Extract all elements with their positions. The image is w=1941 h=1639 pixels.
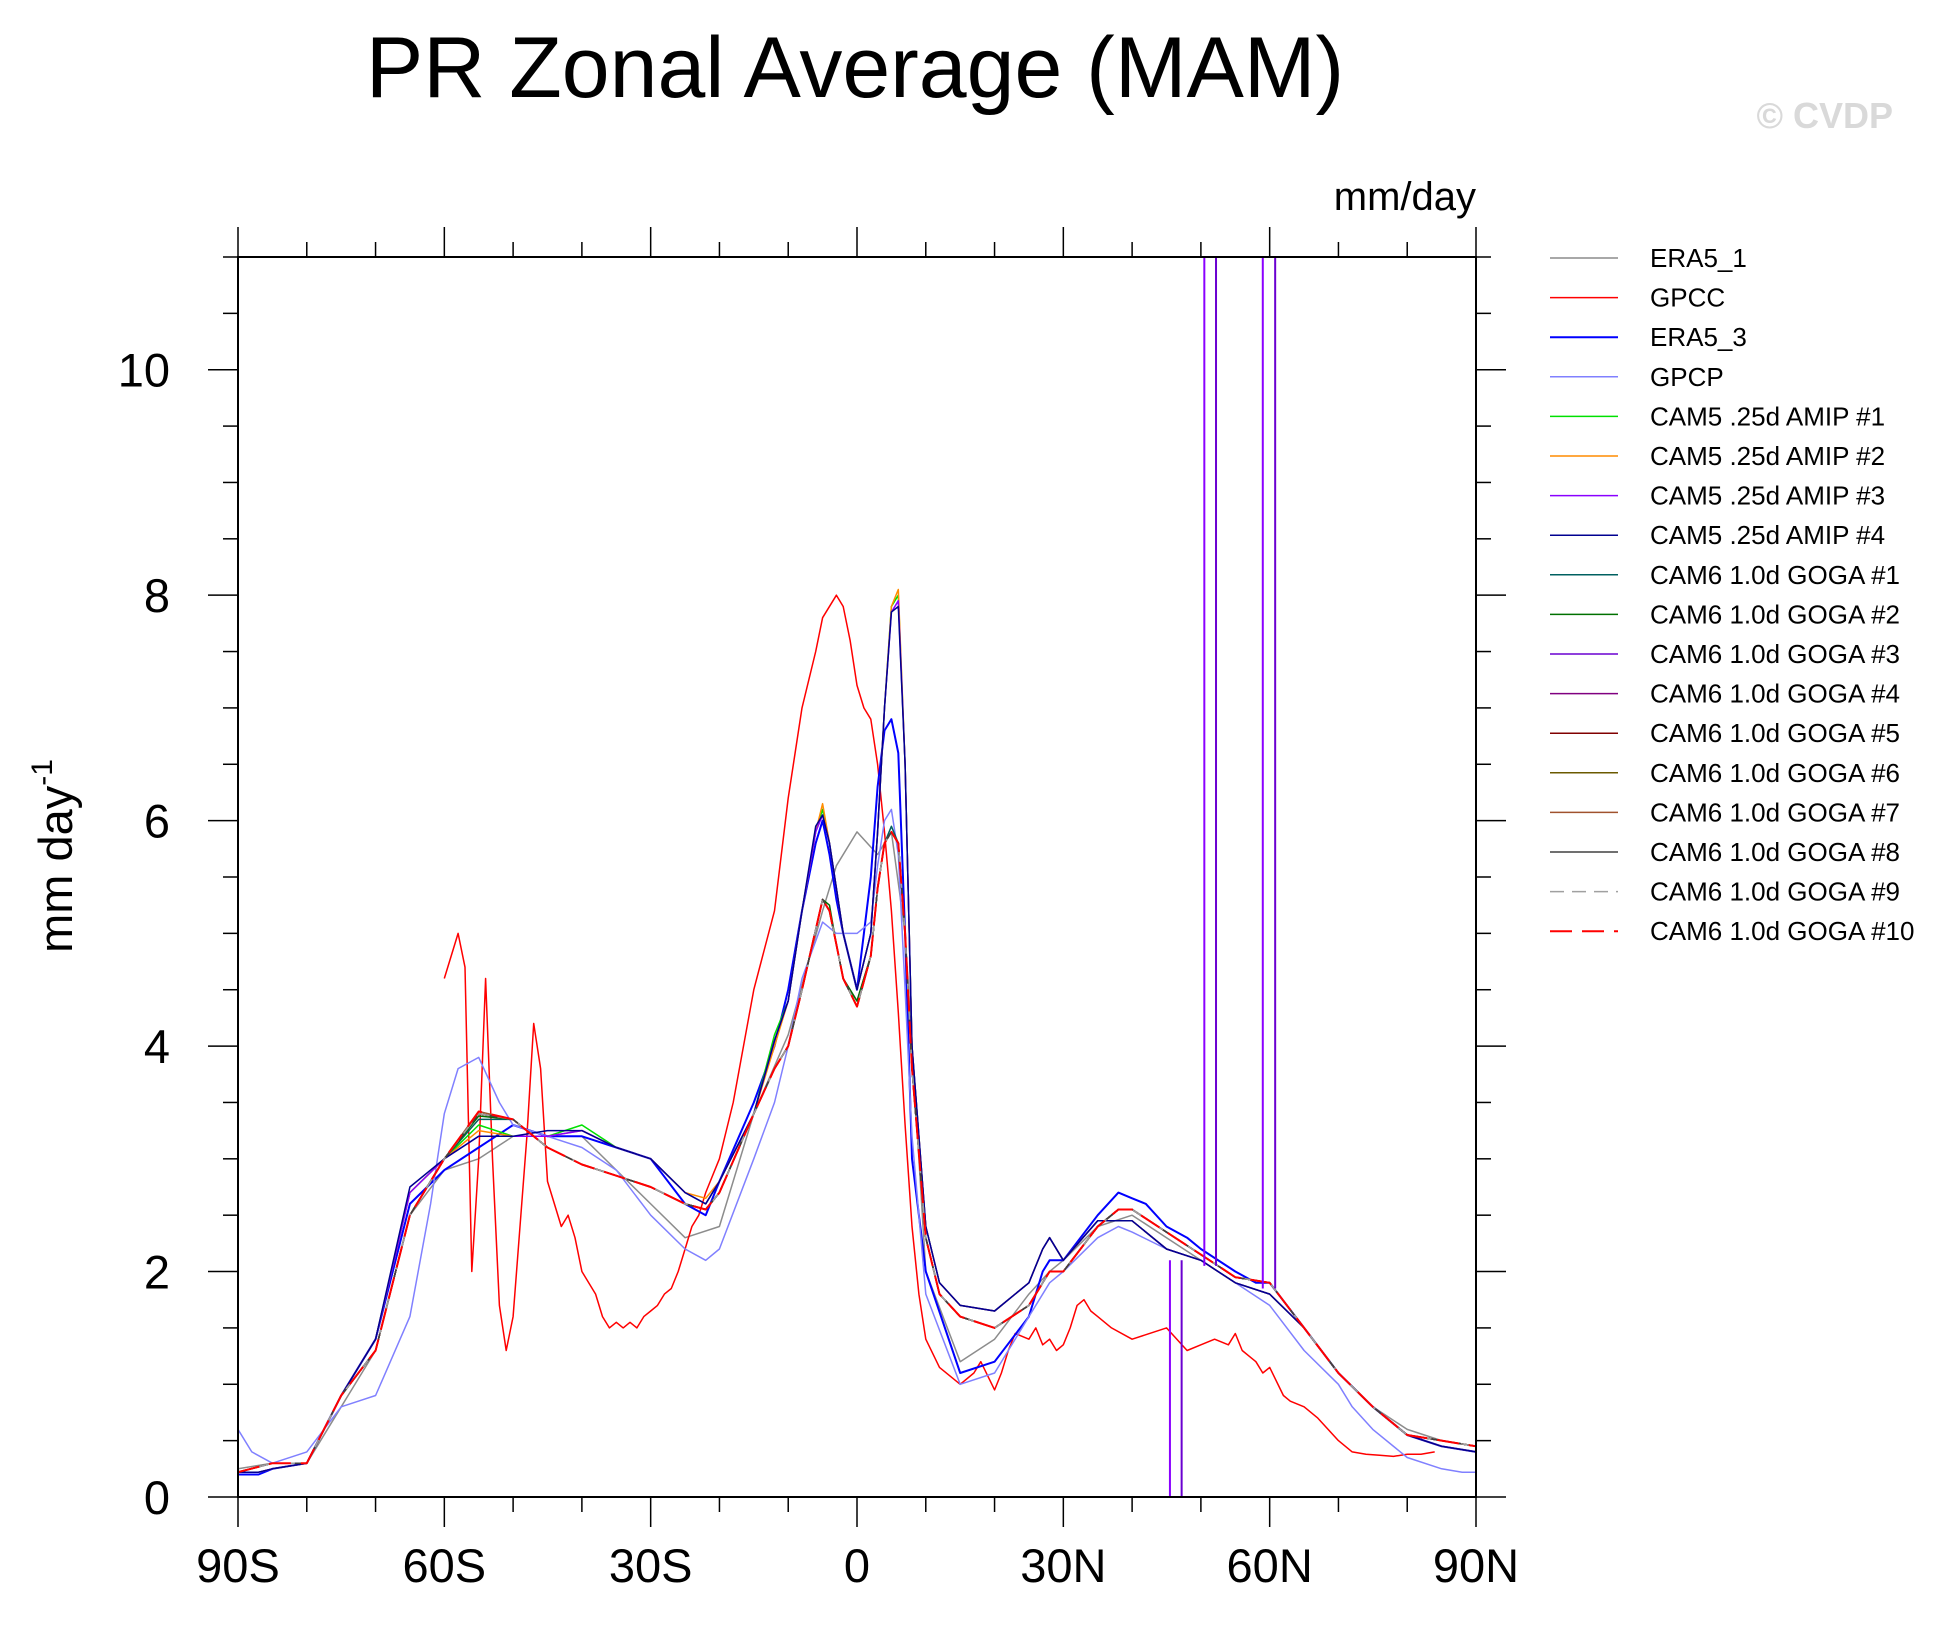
legend-label: CAM6 1.0d GOGA #4	[1650, 679, 1900, 709]
x-tick-label: 60S	[403, 1539, 487, 1592]
x-tick-label: 30S	[609, 1539, 693, 1592]
y-tick-label: 4	[144, 1020, 170, 1073]
plot-area	[238, 257, 1476, 1497]
legend-item: CAM6 1.0d GOGA #3	[1550, 639, 1900, 669]
axis-ticks: 90S 60S 30S 0 30N 60N 90N 0 2 4 6 8 10	[118, 227, 1519, 1592]
legend-label: CAM6 1.0d GOGA #3	[1650, 639, 1900, 669]
y-tick-label: 2	[144, 1246, 170, 1299]
y-tick-label: 8	[144, 569, 170, 622]
legend-item: CAM6 1.0d GOGA #5	[1550, 718, 1900, 748]
series-line-18	[238, 830, 1476, 1474]
legend-label: GPCP	[1650, 362, 1724, 392]
legend-item: CAM6 1.0d GOGA #10	[1550, 916, 1914, 946]
legend-label: CAM5 .25d AMIP #2	[1650, 441, 1885, 471]
legend-item: CAM5 .25d AMIP #2	[1550, 441, 1885, 471]
series-line-6	[238, 588, 1476, 1473]
y-axis-label: mm day-1	[26, 759, 82, 953]
series-line-4	[238, 808, 1476, 1473]
legend-item: CAM6 1.0d GOGA #6	[1550, 758, 1900, 788]
series-line-15	[238, 831, 1476, 1473]
units-label: mm/day	[1334, 175, 1476, 219]
legend-item: CAM6 1.0d GOGA #1	[1550, 560, 1900, 590]
series-line-8	[238, 605, 1476, 1473]
legend-item: CAM6 1.0d GOGA #8	[1550, 837, 1900, 867]
legend-item: CAM5 .25d AMIP #4	[1550, 520, 1885, 550]
x-tick-label: 30N	[1020, 1539, 1106, 1592]
legend-item: GPCC	[1550, 283, 1725, 313]
watermark: © CVDP	[1756, 95, 1893, 136]
y-axis-label-exponent: -1	[26, 759, 59, 786]
y-tick-label: 0	[144, 1471, 170, 1524]
series-line-9	[238, 825, 1476, 1473]
legend-label: ERA5_3	[1650, 322, 1747, 352]
series-line-5	[238, 594, 1476, 1473]
legend-item: CAM6 1.0d GOGA #7	[1550, 797, 1900, 827]
legend-label: CAM5 .25d AMIP #1	[1650, 401, 1885, 431]
legend-label: CAM6 1.0d GOGA #7	[1650, 797, 1900, 827]
legend-label: CAM6 1.0d GOGA #5	[1650, 718, 1900, 748]
legend: ERA5_1 GPCC ERA5_3 GPCP CAM5 .25d AMIP #1 CAM…	[1550, 243, 1914, 946]
legend-label: ERA5_1	[1650, 243, 1747, 273]
series-line-13	[238, 831, 1476, 1473]
legend-item: CAM5 .25d AMIP #3	[1550, 481, 1885, 511]
y-tick-label: 10	[118, 344, 170, 397]
legend-label: GPCC	[1650, 283, 1725, 313]
series-line-1	[238, 831, 1476, 1470]
legend-label: CAM6 1.0d GOGA #9	[1650, 877, 1900, 907]
series-line-7	[238, 600, 1476, 1473]
y-tick-label: 6	[144, 795, 170, 848]
series-line-2	[443, 594, 1435, 1458]
x-tick-label: 90N	[1433, 1539, 1519, 1592]
legend-item: CAM6 1.0d GOGA #9	[1550, 877, 1900, 907]
chart-title: PR Zonal Average (MAM)	[366, 20, 1344, 116]
legend-label: CAM6 1.0d GOGA #6	[1650, 758, 1900, 788]
legend-label: CAM5 .25d AMIP #3	[1650, 481, 1885, 511]
x-tick-label: 90S	[196, 1539, 280, 1592]
legend-item: GPCP	[1550, 362, 1724, 392]
series-line-12	[238, 831, 1476, 1473]
legend-label: CAM6 1.0d GOGA #8	[1650, 837, 1900, 867]
series-line-17	[238, 831, 1476, 1473]
y-axis-label-text: mm day	[29, 785, 82, 953]
x-tick-label: 0	[844, 1539, 870, 1592]
legend-item: CAM5 .25d AMIP #1	[1550, 401, 1885, 431]
legend-item: ERA5_3	[1550, 322, 1747, 352]
x-tick-label: 60N	[1227, 1539, 1313, 1592]
legend-item: ERA5_1	[1550, 243, 1747, 273]
legend-item: CAM6 1.0d GOGA #2	[1550, 599, 1900, 629]
legend-label: CAM6 1.0d GOGA #1	[1650, 560, 1900, 590]
legend-label: CAM6 1.0d GOGA #2	[1650, 599, 1900, 629]
series-line-10	[238, 831, 1476, 1473]
legend-label: CAM6 1.0d GOGA #10	[1650, 916, 1914, 946]
legend-label: CAM5 .25d AMIP #4	[1650, 520, 1885, 550]
series-line-16	[238, 831, 1476, 1473]
series-line-11	[238, 831, 1476, 1473]
series-line-14	[238, 831, 1476, 1473]
legend-item: CAM6 1.0d GOGA #4	[1550, 679, 1900, 709]
